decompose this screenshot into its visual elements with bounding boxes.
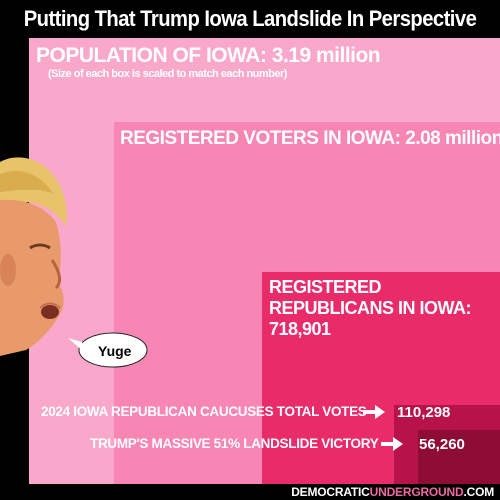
registered-republicans-label: REGISTERED REPUBLICANS IN IOWA: 718,901	[269, 277, 472, 339]
speech-bubble-text: Yuge	[98, 343, 132, 359]
speech-bubble	[68, 332, 148, 368]
page-title: Putting That Trump Iowa Landslide In Per…	[20, 0, 480, 38]
footer-prefix: DEMOCRATIC	[291, 485, 370, 499]
footer-suffix: .COM	[463, 485, 494, 499]
trump-victory-label: TRUMP'S MASSIVE 51% LANDSLIDE VICTORY	[90, 436, 379, 451]
footer-logo-text: DEMOCRATICUNDERGROUND.COM	[291, 484, 494, 500]
trump-victory-box	[418, 430, 500, 484]
registered-voters-label: REGISTERED VOTERS IN IOWA: 2.08 million	[120, 128, 500, 149]
arrow-right-icon	[381, 437, 403, 451]
scale-note: (Size of each box is scaled to match eac…	[48, 68, 287, 80]
footer-accent: UNDERGROUND	[369, 485, 464, 499]
population-label: POPULATION OF IOWA: 3.19 million	[36, 44, 381, 67]
footer-bar	[0, 484, 500, 500]
trump-victory-value: 56,260	[419, 436, 465, 453]
caucus-votes-value: 110,298	[397, 404, 451, 421]
face-illustration	[0, 157, 67, 356]
arrow-right-icon	[363, 405, 385, 419]
caucus-votes-label: 2024 IOWA REPUBLICAN CAUCUSES TOTAL VOTE…	[41, 404, 367, 419]
